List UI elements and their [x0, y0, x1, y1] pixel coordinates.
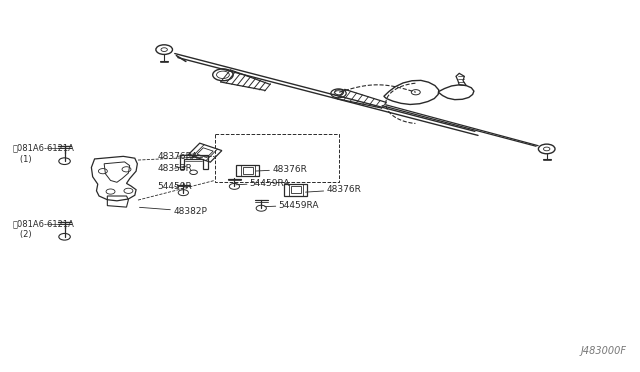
Text: 54459RA: 54459RA: [265, 201, 319, 210]
Text: 48376R: 48376R: [256, 165, 307, 174]
Text: Ⓑ081A6-6121A
   (1): Ⓑ081A6-6121A (1): [12, 144, 74, 164]
Text: 54459RA: 54459RA: [236, 179, 291, 187]
Text: 48376R: 48376R: [305, 185, 361, 194]
Text: 48353R: 48353R: [157, 164, 192, 173]
Text: J483000F: J483000F: [580, 346, 627, 356]
Text: Ⓑ081A6-6121A
   (2): Ⓑ081A6-6121A (2): [12, 219, 74, 240]
Text: 48382P: 48382P: [140, 207, 207, 216]
Text: 48376RA: 48376RA: [157, 152, 198, 161]
Text: 54459R: 54459R: [157, 182, 192, 190]
